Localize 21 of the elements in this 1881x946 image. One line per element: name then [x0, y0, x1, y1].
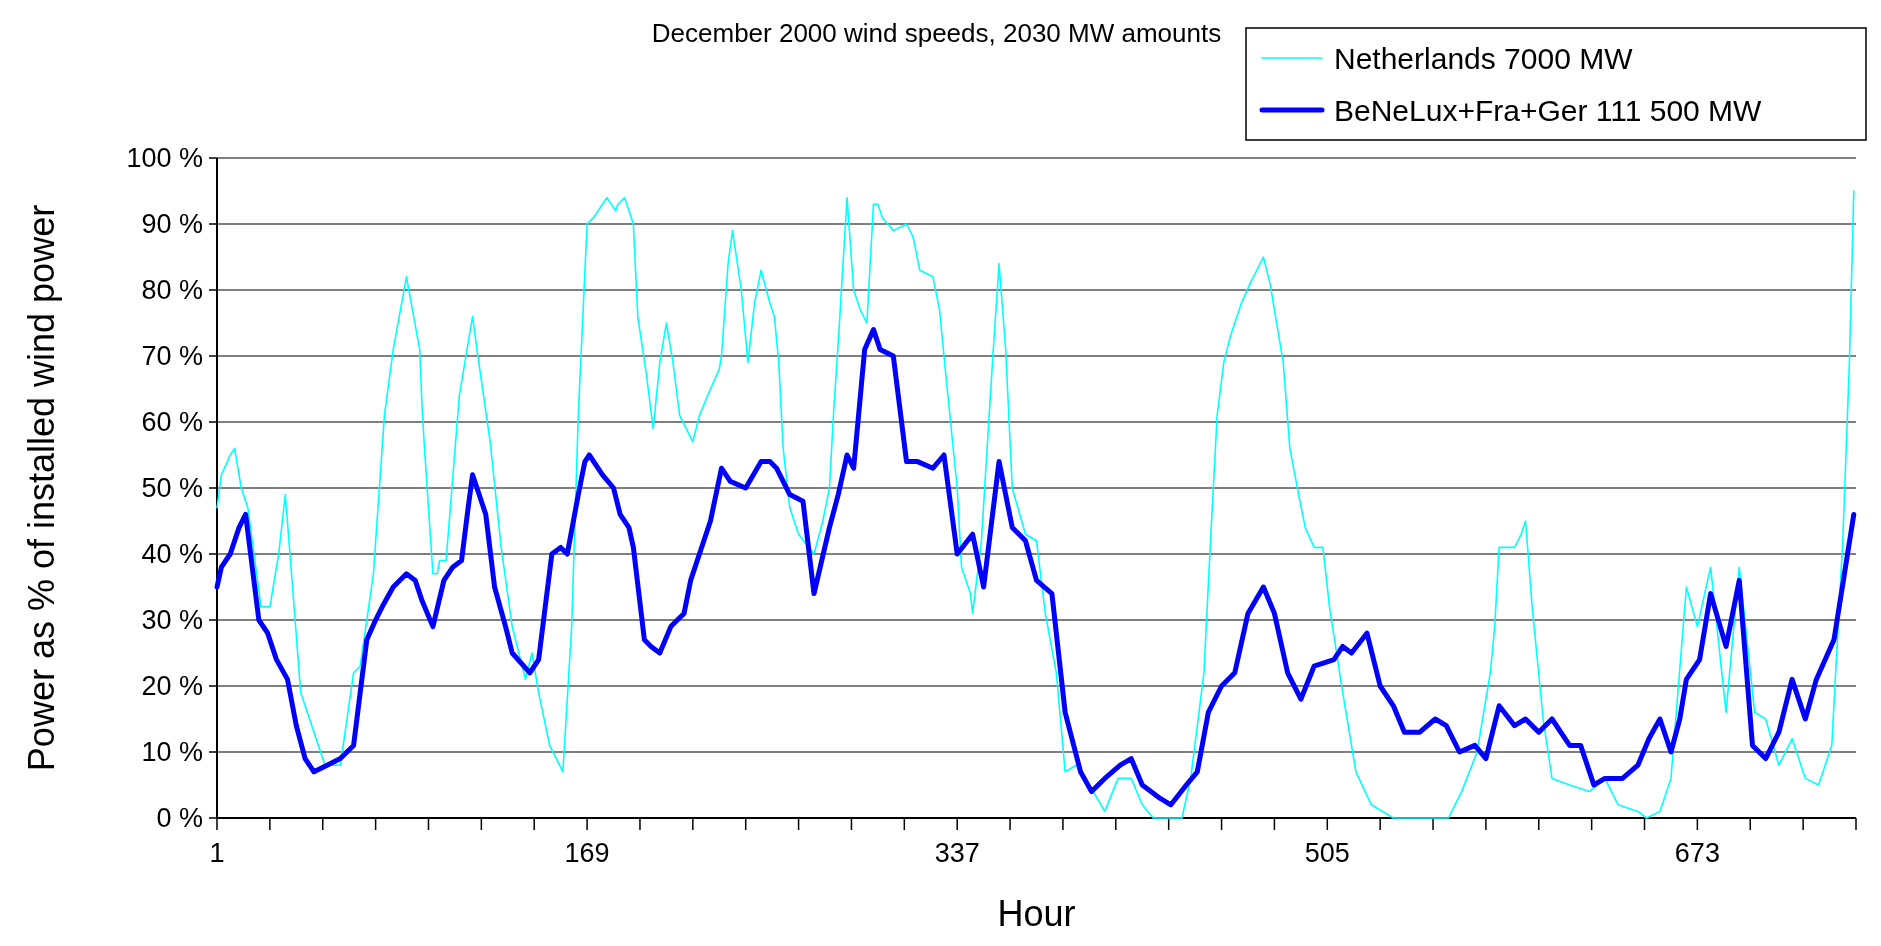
legend-label: Netherlands 7000 MW: [1334, 41, 1634, 75]
y-tick-label: 90 %: [141, 209, 203, 240]
y-tick-label: 60 %: [141, 407, 203, 438]
chart-title: December 2000 wind speeds, 2030 MW amounts: [651, 18, 1222, 48]
y-tick-label: 10 %: [141, 737, 203, 768]
y-tick-label: 0 %: [156, 803, 203, 834]
x-tick-label: 337: [934, 838, 980, 868]
x-axis-title: Hour: [997, 893, 1076, 934]
x-tick-label: 169: [564, 838, 610, 868]
legend-label: BeNeLux+Fra+Ger 111 500 MW: [1334, 93, 1763, 127]
x-tick-label: 505: [1304, 838, 1350, 868]
y-tick-label: 70 %: [141, 341, 203, 372]
y-axis-title: Power as % of installed wind power: [21, 204, 62, 772]
x-tick-label: 673: [1674, 838, 1720, 868]
y-tick-label: 40 %: [141, 539, 203, 570]
y-tick-label: 20 %: [141, 671, 203, 702]
y-tick-label: 80 %: [141, 275, 203, 306]
y-tick-label: 30 %: [141, 605, 203, 636]
y-tick-label: 100 %: [126, 143, 203, 174]
y-tick-label: 50 %: [141, 473, 203, 504]
x-tick-label: 1: [209, 838, 225, 868]
